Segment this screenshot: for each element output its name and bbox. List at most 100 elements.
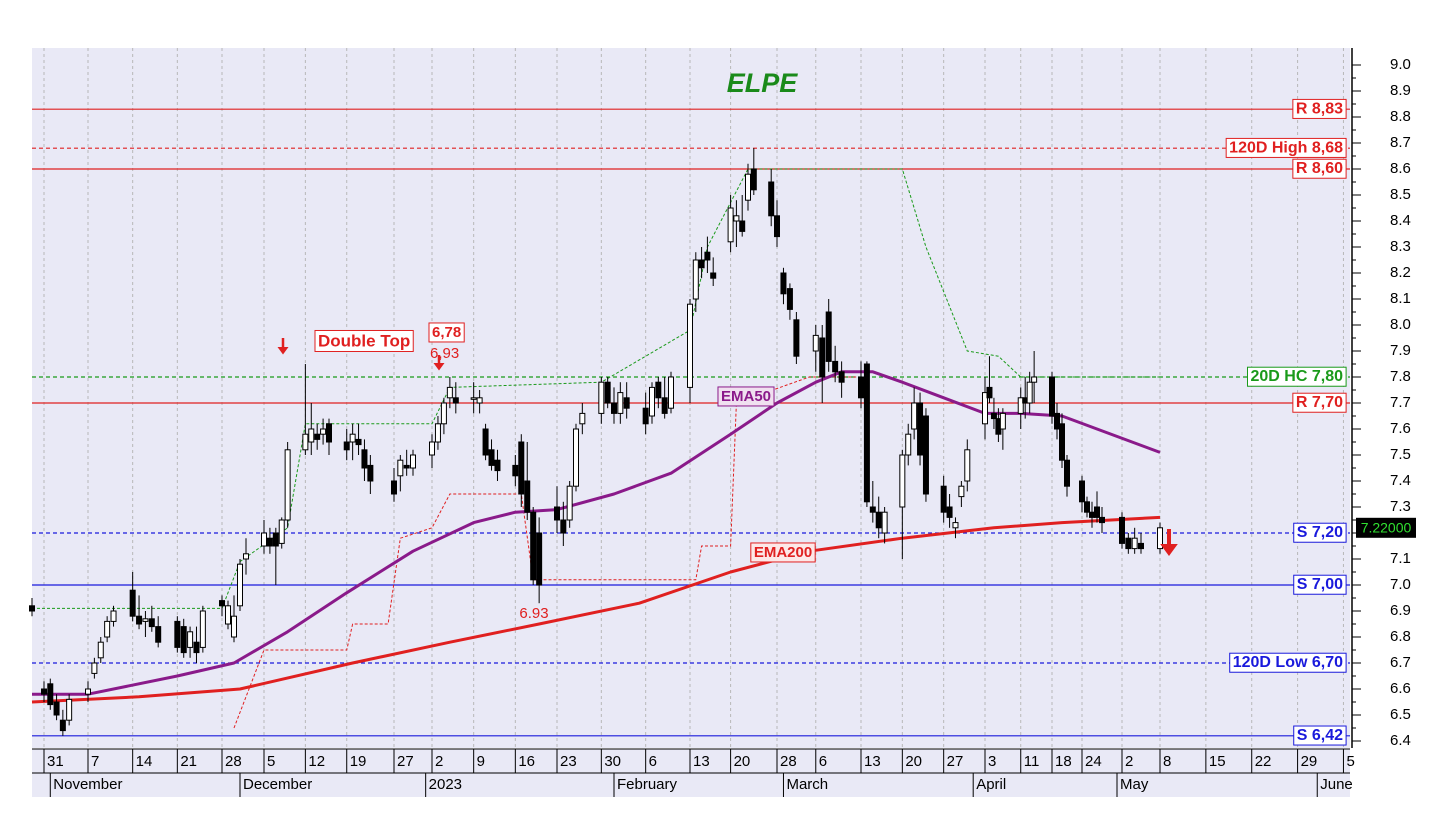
candle-body [604,381,611,404]
candle-body [59,719,66,732]
candle [1131,527,1138,554]
candle [668,371,674,414]
candle [958,481,965,507]
candle-body [243,553,249,560]
candle [308,403,315,455]
candle-body [272,532,279,547]
candle-body [745,173,751,201]
x-day-label: 6 [649,753,657,770]
candle [261,520,267,554]
x-day-label: 24 [1085,753,1102,770]
candle-body [704,251,711,261]
candle [180,618,187,658]
annotations: R 8,83 120D High 8,68 R 8,60 20D HC 7,80 R 7… [277,98,1347,746]
x-day-label: 29 [1301,753,1318,770]
level-label-box [1292,158,1347,179]
candle [642,392,649,435]
candle-body [1079,480,1085,503]
candle [59,709,66,736]
candle [470,382,477,414]
candle [566,481,573,528]
candle [512,455,519,487]
level-label: R 8,83 [1296,100,1343,117]
candle-body [193,641,200,654]
candle [704,236,711,273]
candle-body [698,259,705,269]
candle [1079,475,1085,513]
candle-body [174,620,181,648]
y-tick-label: 7.1 [1390,550,1411,567]
candle-body [355,438,362,446]
y-tick-label: 8.7 [1390,134,1411,151]
candle-body [687,303,693,388]
candle [231,595,237,643]
candle [881,507,888,544]
x-day-label: 16 [518,753,535,770]
candle [110,605,117,627]
candle-body [1031,376,1038,383]
candlesticks [29,148,1163,736]
x-day-label: 21 [180,753,197,770]
trailing-stop-red [233,376,861,729]
candle [999,408,1006,450]
candle-body [869,506,876,513]
candle-body [623,397,630,409]
candle [47,678,54,710]
x-day-label: 13 [864,753,881,770]
candle [187,626,194,658]
y-tick-label: 6.9 [1390,602,1411,619]
candle-body [314,433,321,440]
candle-body [530,511,537,581]
candle [649,382,655,424]
candle-body [403,464,410,469]
candle [611,387,617,424]
x-day-label: 27 [397,753,414,770]
candle [494,449,501,481]
x-day-label: 15 [1209,753,1226,770]
candle [97,637,104,663]
candle-body [812,334,819,352]
x-day-label: 20 [905,753,922,770]
ema50-label-box [717,386,775,407]
candle [476,390,483,414]
candle [104,616,111,643]
level-label: 120D High 8,68 [1229,139,1343,156]
candle [869,481,876,523]
y-tick-label: 7.0 [1390,576,1411,593]
candle-body [642,407,649,425]
ema200-line [31,515,1161,704]
candle-body [982,392,988,425]
y-tick-label: 8.4 [1390,212,1411,229]
candle [29,598,35,617]
candle-body [278,519,285,544]
y-axis: 6.46.56.66.76.86.97.07.17.27.37.47.57.67… [1351,48,1416,749]
y-tick-label: 6.6 [1390,680,1411,697]
candle [1157,522,1163,554]
candle-body [1054,412,1060,430]
level-label: S 6,42 [1297,727,1343,744]
y-tick-label: 8.2 [1390,264,1411,281]
candle-body [434,423,441,443]
candle-body [180,626,187,654]
candle-body [524,480,531,513]
candle-body [875,511,882,529]
candle-body [367,464,374,482]
candle-body [110,610,117,622]
candle-body [579,412,586,425]
x-day-label: 13 [693,753,710,770]
level-label-box [1293,725,1347,746]
x-day-label: 3 [988,753,996,770]
x-day-label: 27 [947,753,964,770]
candle-body [946,506,953,518]
candle [560,501,567,546]
candle-body [320,428,327,435]
candle [598,377,605,424]
candle [986,356,993,403]
candle-body [863,363,870,503]
y-tick-label: 8.3 [1390,238,1411,255]
y-tick-label: 7.7 [1390,394,1411,411]
candle [1084,496,1090,518]
level-label-box [1293,574,1347,595]
double-top-label-box [314,329,414,352]
candle [1054,403,1060,440]
